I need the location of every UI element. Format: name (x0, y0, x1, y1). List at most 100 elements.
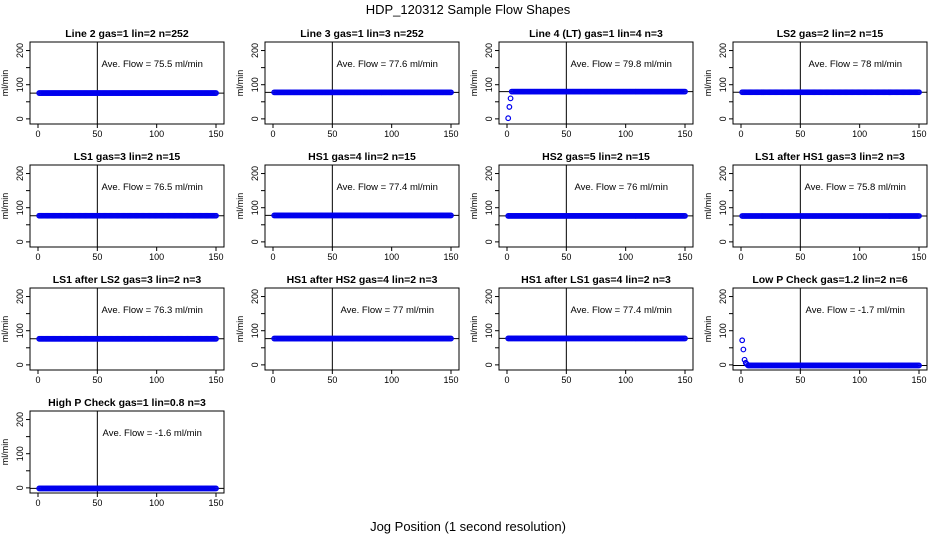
x-tick-label: 100 (852, 129, 867, 139)
y-tick-label: 200 (484, 289, 494, 304)
x-tick-label: 100 (384, 252, 399, 262)
average-flow-annotation: Ave. Flow = 75.5 ml/min (101, 59, 202, 70)
data-point (741, 356, 748, 363)
y-tick-label: 100 (15, 200, 25, 215)
y-tick-label: 100 (484, 323, 494, 338)
x-tick-label: 150 (677, 375, 692, 385)
panel-frame (29, 41, 225, 125)
y-tick-label: 100 (250, 323, 260, 338)
data-point (213, 485, 219, 492)
data-points (36, 90, 219, 96)
y-tick-label: 0 (250, 362, 260, 367)
x-tick-label: 0 (35, 498, 40, 508)
x-tick-label: 150 (208, 129, 223, 139)
y-tick-label: 0 (15, 116, 25, 121)
y-axis-label: ml/min (703, 316, 713, 343)
y-axis-label: ml/min (235, 316, 245, 343)
average-flow-annotation: Ave. Flow = 76.5 ml/min (101, 182, 202, 193)
x-tick-label: 50 (92, 129, 102, 139)
data-point (739, 337, 746, 344)
y-axis-label: ml/min (0, 193, 10, 220)
y-tick-label: 200 (718, 43, 728, 58)
x-tick-label: 0 (738, 129, 743, 139)
data-points (505, 213, 688, 219)
x-tick-label: 50 (795, 375, 805, 385)
panel-frame (29, 164, 225, 248)
y-tick-label: 0 (250, 239, 260, 244)
x-tick-label: 0 (35, 375, 40, 385)
average-flow-annotation: Ave. Flow = -1.7 ml/min (806, 305, 905, 316)
x-tick-label: 50 (327, 129, 337, 139)
figure-title: HDP_120312 Sample Flow Shapes (365, 2, 571, 17)
panel-frame (264, 287, 460, 371)
data-points (505, 335, 688, 342)
data-point (448, 89, 454, 96)
y-tick-label: 200 (15, 289, 25, 304)
average-flow-annotation: Ave. Flow = 77.4 ml/min (336, 182, 437, 193)
x-tick-label: 0 (504, 252, 509, 262)
y-tick-label: 200 (15, 412, 25, 427)
x-tick-label: 0 (35, 129, 40, 139)
panel-frame (732, 287, 928, 371)
x-tick-label: 0 (270, 252, 275, 262)
y-tick-label: 0 (484, 239, 494, 244)
panel-frame (29, 287, 225, 371)
panel-4: LS2 gas=2 lin=2 n=15 0 50 100 150 0 100 200 ml/m… (703, 28, 928, 139)
x-tick-label: 150 (208, 498, 223, 508)
x-tick-label: 100 (384, 129, 399, 139)
panel-title: LS2 gas=2 lin=2 n=15 (777, 28, 884, 40)
y-tick-label: 200 (15, 43, 25, 58)
panel-10: HS1 after HS2 gas=4 lin=2 n=3 0 50 100 150 0 1… (235, 274, 460, 385)
data-point (682, 88, 688, 95)
data-point (916, 89, 922, 96)
data-point (682, 335, 688, 342)
x-tick-label: 0 (738, 375, 743, 385)
y-axis-label: ml/min (0, 439, 10, 466)
average-flow-annotation: Ave. Flow = -1.6 ml/min (103, 428, 202, 439)
y-axis-label: ml/min (469, 316, 479, 343)
x-tick-label: 0 (504, 375, 509, 385)
x-tick-label: 50 (92, 252, 102, 262)
y-tick-label: 0 (250, 116, 260, 121)
panel-title: Line 4 (LT) gas=1 lin=4 n=3 (529, 28, 663, 40)
y-tick-label: 100 (718, 200, 728, 215)
panel-frame (29, 410, 225, 494)
x-tick-label: 100 (618, 252, 633, 262)
data-points (739, 89, 922, 96)
y-axis-label: ml/min (469, 193, 479, 220)
data-point (916, 362, 922, 369)
average-flow-annotation: Ave. Flow = 77.4 ml/min (570, 305, 671, 316)
panel-title: HS1 after LS1 gas=4 lin=2 n=3 (521, 274, 671, 286)
panel-1: Line 2 gas=1 lin=2 n=252 0 50 100 150 0 100 200… (0, 28, 225, 139)
panel-title: LS1 after LS2 gas=3 lin=2 n=3 (53, 274, 202, 286)
y-tick-label: 0 (718, 116, 728, 121)
x-tick-label: 100 (384, 375, 399, 385)
y-tick-label: 0 (15, 485, 25, 490)
data-point (916, 213, 922, 219)
panel-title: High P Check gas=1 lin=0.8 n=3 (48, 397, 206, 409)
x-tick-label: 100 (618, 129, 633, 139)
average-flow-annotation: Ave. Flow = 78 ml/min (808, 59, 902, 70)
data-point (213, 212, 219, 219)
y-tick-label: 100 (250, 200, 260, 215)
panel-2: Line 3 gas=1 lin=3 n=252 0 50 100 150 0 100 200… (235, 28, 460, 139)
panel-6: HS1 gas=4 lin=2 n=15 0 50 100 150 0 100 200 ml/m… (235, 151, 460, 262)
x-tick-label: 150 (677, 252, 692, 262)
data-points (271, 335, 454, 342)
data-point (213, 90, 219, 96)
y-tick-label: 200 (250, 166, 260, 181)
panel-title: Line 2 gas=1 lin=2 n=252 (65, 28, 189, 40)
y-tick-label: 200 (718, 166, 728, 181)
y-tick-label: 0 (15, 239, 25, 244)
panel-11: HS1 after LS1 gas=4 lin=2 n=3 0 50 100 150 0 1… (469, 274, 694, 385)
x-tick-label: 50 (795, 252, 805, 262)
y-axis-label: ml/min (235, 193, 245, 220)
figure-x-axis-label: Jog Position (1 second resolution) (370, 519, 566, 534)
x-tick-label: 100 (149, 498, 164, 508)
data-points (271, 89, 454, 96)
y-tick-label: 200 (15, 166, 25, 181)
panel-frame (498, 287, 694, 371)
average-flow-annotation: Ave. Flow = 77.6 ml/min (336, 59, 437, 70)
y-tick-label: 100 (484, 77, 494, 92)
y-tick-label: 0 (484, 116, 494, 121)
